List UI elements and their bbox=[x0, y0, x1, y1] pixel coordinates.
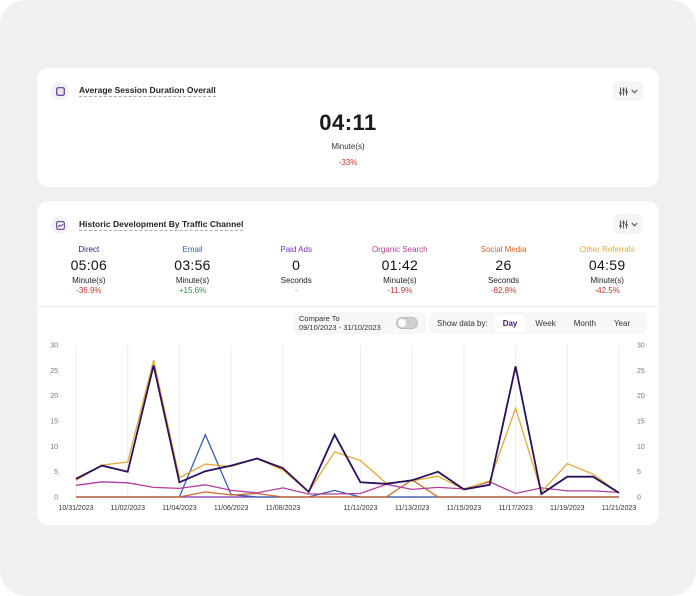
channel-change: -42.5% bbox=[594, 286, 620, 295]
show-data-by-control: Show data by: Day Week Month Year bbox=[429, 312, 647, 334]
y-tick-label-right: 0 bbox=[637, 495, 641, 502]
channel-unit: Seconds bbox=[487, 276, 520, 285]
channel-unit: Minute(s) bbox=[383, 276, 417, 285]
series-line-organic-search bbox=[75, 481, 620, 495]
channel-value: 05:06 bbox=[70, 257, 108, 273]
card-title[interactable]: Historic Development By Traffic Channel bbox=[79, 219, 244, 231]
compare-to-control: Compare To 09/10/2023 - 31/10/2023 bbox=[293, 312, 426, 334]
y-tick-label-left: 20 bbox=[50, 393, 58, 400]
chevron-down-icon bbox=[630, 89, 638, 94]
overall-value: 04:11 bbox=[319, 110, 377, 135]
y-tick-label-right: 30 bbox=[637, 343, 645, 350]
x-tick-label: 11/06/2023 bbox=[214, 505, 249, 512]
channel-name: Social Media bbox=[480, 245, 527, 254]
y-tick-label-right: 5 bbox=[637, 469, 641, 476]
y-tick-label-left: 30 bbox=[50, 343, 58, 350]
period-week-tab[interactable]: Week bbox=[535, 318, 556, 328]
divider bbox=[37, 306, 659, 307]
y-tick-label-right: 15 bbox=[637, 419, 645, 426]
x-tick-label: 11/21/2023 bbox=[602, 505, 637, 512]
series-line-direct bbox=[75, 365, 620, 496]
y-tick-label-left: 0 bbox=[54, 495, 58, 502]
compare-label: Compare To bbox=[299, 314, 340, 323]
channel-change: +15.6% bbox=[178, 286, 207, 295]
historic-development-card: Historic Development By Traffic Channel … bbox=[37, 201, 659, 525]
x-tick-label: 11/11/2023 bbox=[343, 505, 377, 512]
channel-change: -82.8% bbox=[490, 286, 517, 295]
y-tick-label-right: 10 bbox=[637, 444, 645, 451]
card-header: Average Session Duration Overall bbox=[51, 82, 216, 100]
channel-value: 0 bbox=[292, 257, 301, 273]
channel-unit: Seconds bbox=[280, 276, 312, 285]
channel-name: Other Referrals bbox=[579, 245, 635, 254]
channel-change: -11.9% bbox=[387, 286, 413, 295]
overall-change: -33% bbox=[338, 158, 358, 167]
channel-unit: Minute(s) bbox=[590, 276, 624, 285]
sliders-icon bbox=[618, 87, 628, 95]
period-month-tab[interactable]: Month bbox=[573, 318, 596, 328]
compare-range: 09/10/2023 - 31/10/2023 bbox=[299, 323, 381, 332]
y-tick-label-right: 20 bbox=[637, 393, 645, 400]
card-header: Historic Development By Traffic Channel bbox=[51, 216, 244, 234]
channel-unit: Minute(s) bbox=[72, 276, 106, 285]
chart-settings-dropdown[interactable] bbox=[613, 214, 643, 234]
x-tick-label: 10/31/2023 bbox=[58, 505, 93, 512]
channel-value: 26 bbox=[495, 257, 512, 273]
chart-settings-dropdown[interactable] bbox=[613, 81, 643, 101]
channel-change: -36.9% bbox=[76, 286, 102, 295]
sliders-icon bbox=[618, 220, 628, 228]
y-tick-label-left: 15 bbox=[50, 419, 58, 426]
show-data-by-label: Show data by: bbox=[437, 318, 488, 328]
channel-name: Organic Search bbox=[372, 245, 428, 254]
period-year-tab[interactable]: Year bbox=[613, 318, 631, 328]
channel-name: Paid Ads bbox=[280, 245, 312, 254]
channel-paid-ads: Paid Ads 0 Seconds - bbox=[244, 245, 348, 295]
overall-unit: Minute(s) bbox=[331, 142, 365, 151]
series-line-social-media bbox=[76, 479, 619, 498]
channel-social-media: Social Media 26 Seconds -82.8% bbox=[452, 245, 556, 295]
channel-value: 04:59 bbox=[588, 257, 626, 273]
channel-name: Direct bbox=[78, 245, 100, 254]
channel-name: Email bbox=[182, 245, 203, 254]
y-tick-label-left: 5 bbox=[54, 469, 58, 476]
channel-direct: Direct 05:06 Minute(s) -36.9% bbox=[37, 245, 141, 295]
card-title[interactable]: Average Session Duration Overall bbox=[79, 85, 216, 97]
channel-email: Email 03:56 Minute(s) +15.6% bbox=[141, 245, 245, 295]
channel-value: 01:42 bbox=[381, 257, 419, 273]
channel-value: 03:56 bbox=[174, 257, 211, 273]
channel-unit: Minute(s) bbox=[175, 276, 210, 285]
x-tick-label: 11/04/2023 bbox=[162, 505, 197, 512]
series-line-other-referrals bbox=[75, 360, 620, 494]
channel-change: - bbox=[294, 286, 298, 295]
toggle-knob bbox=[398, 319, 406, 327]
x-tick-label: 11/02/2023 bbox=[110, 505, 145, 512]
y-tick-label-left: 10 bbox=[50, 444, 58, 451]
period-day-tab[interactable]: Day bbox=[493, 314, 527, 332]
x-tick-label: 11/08/2023 bbox=[266, 505, 301, 512]
channel-organic-search: Organic Search 01:42 Minute(s) -11.9% bbox=[348, 245, 452, 295]
y-tick-label-left: 25 bbox=[50, 368, 58, 375]
y-tick-label-right: 25 bbox=[637, 368, 645, 375]
x-tick-label: 11/13/2023 bbox=[395, 505, 430, 512]
duration-icon bbox=[51, 82, 69, 100]
compare-label-group: Compare To 09/10/2023 - 31/10/2023 bbox=[299, 314, 381, 332]
channel-summary-row: Direct 05:06 Minute(s) -36.9% Email 03:5… bbox=[37, 245, 659, 295]
compare-toggle[interactable] bbox=[396, 317, 418, 329]
chevron-down-icon bbox=[630, 222, 638, 227]
average-session-card: Average Session Duration Overall 04:11 M… bbox=[37, 68, 659, 187]
overall-metric: 04:11 Minute(s) -33% bbox=[37, 110, 659, 167]
x-tick-label: 11/17/2023 bbox=[498, 505, 533, 512]
x-tick-label: 11/19/2023 bbox=[550, 505, 585, 512]
line-chart-icon bbox=[51, 216, 69, 234]
channel-other-referrals: Other Referrals 04:59 Minute(s) -42.5% bbox=[555, 245, 659, 295]
x-tick-label: 11/15/2023 bbox=[447, 505, 482, 512]
